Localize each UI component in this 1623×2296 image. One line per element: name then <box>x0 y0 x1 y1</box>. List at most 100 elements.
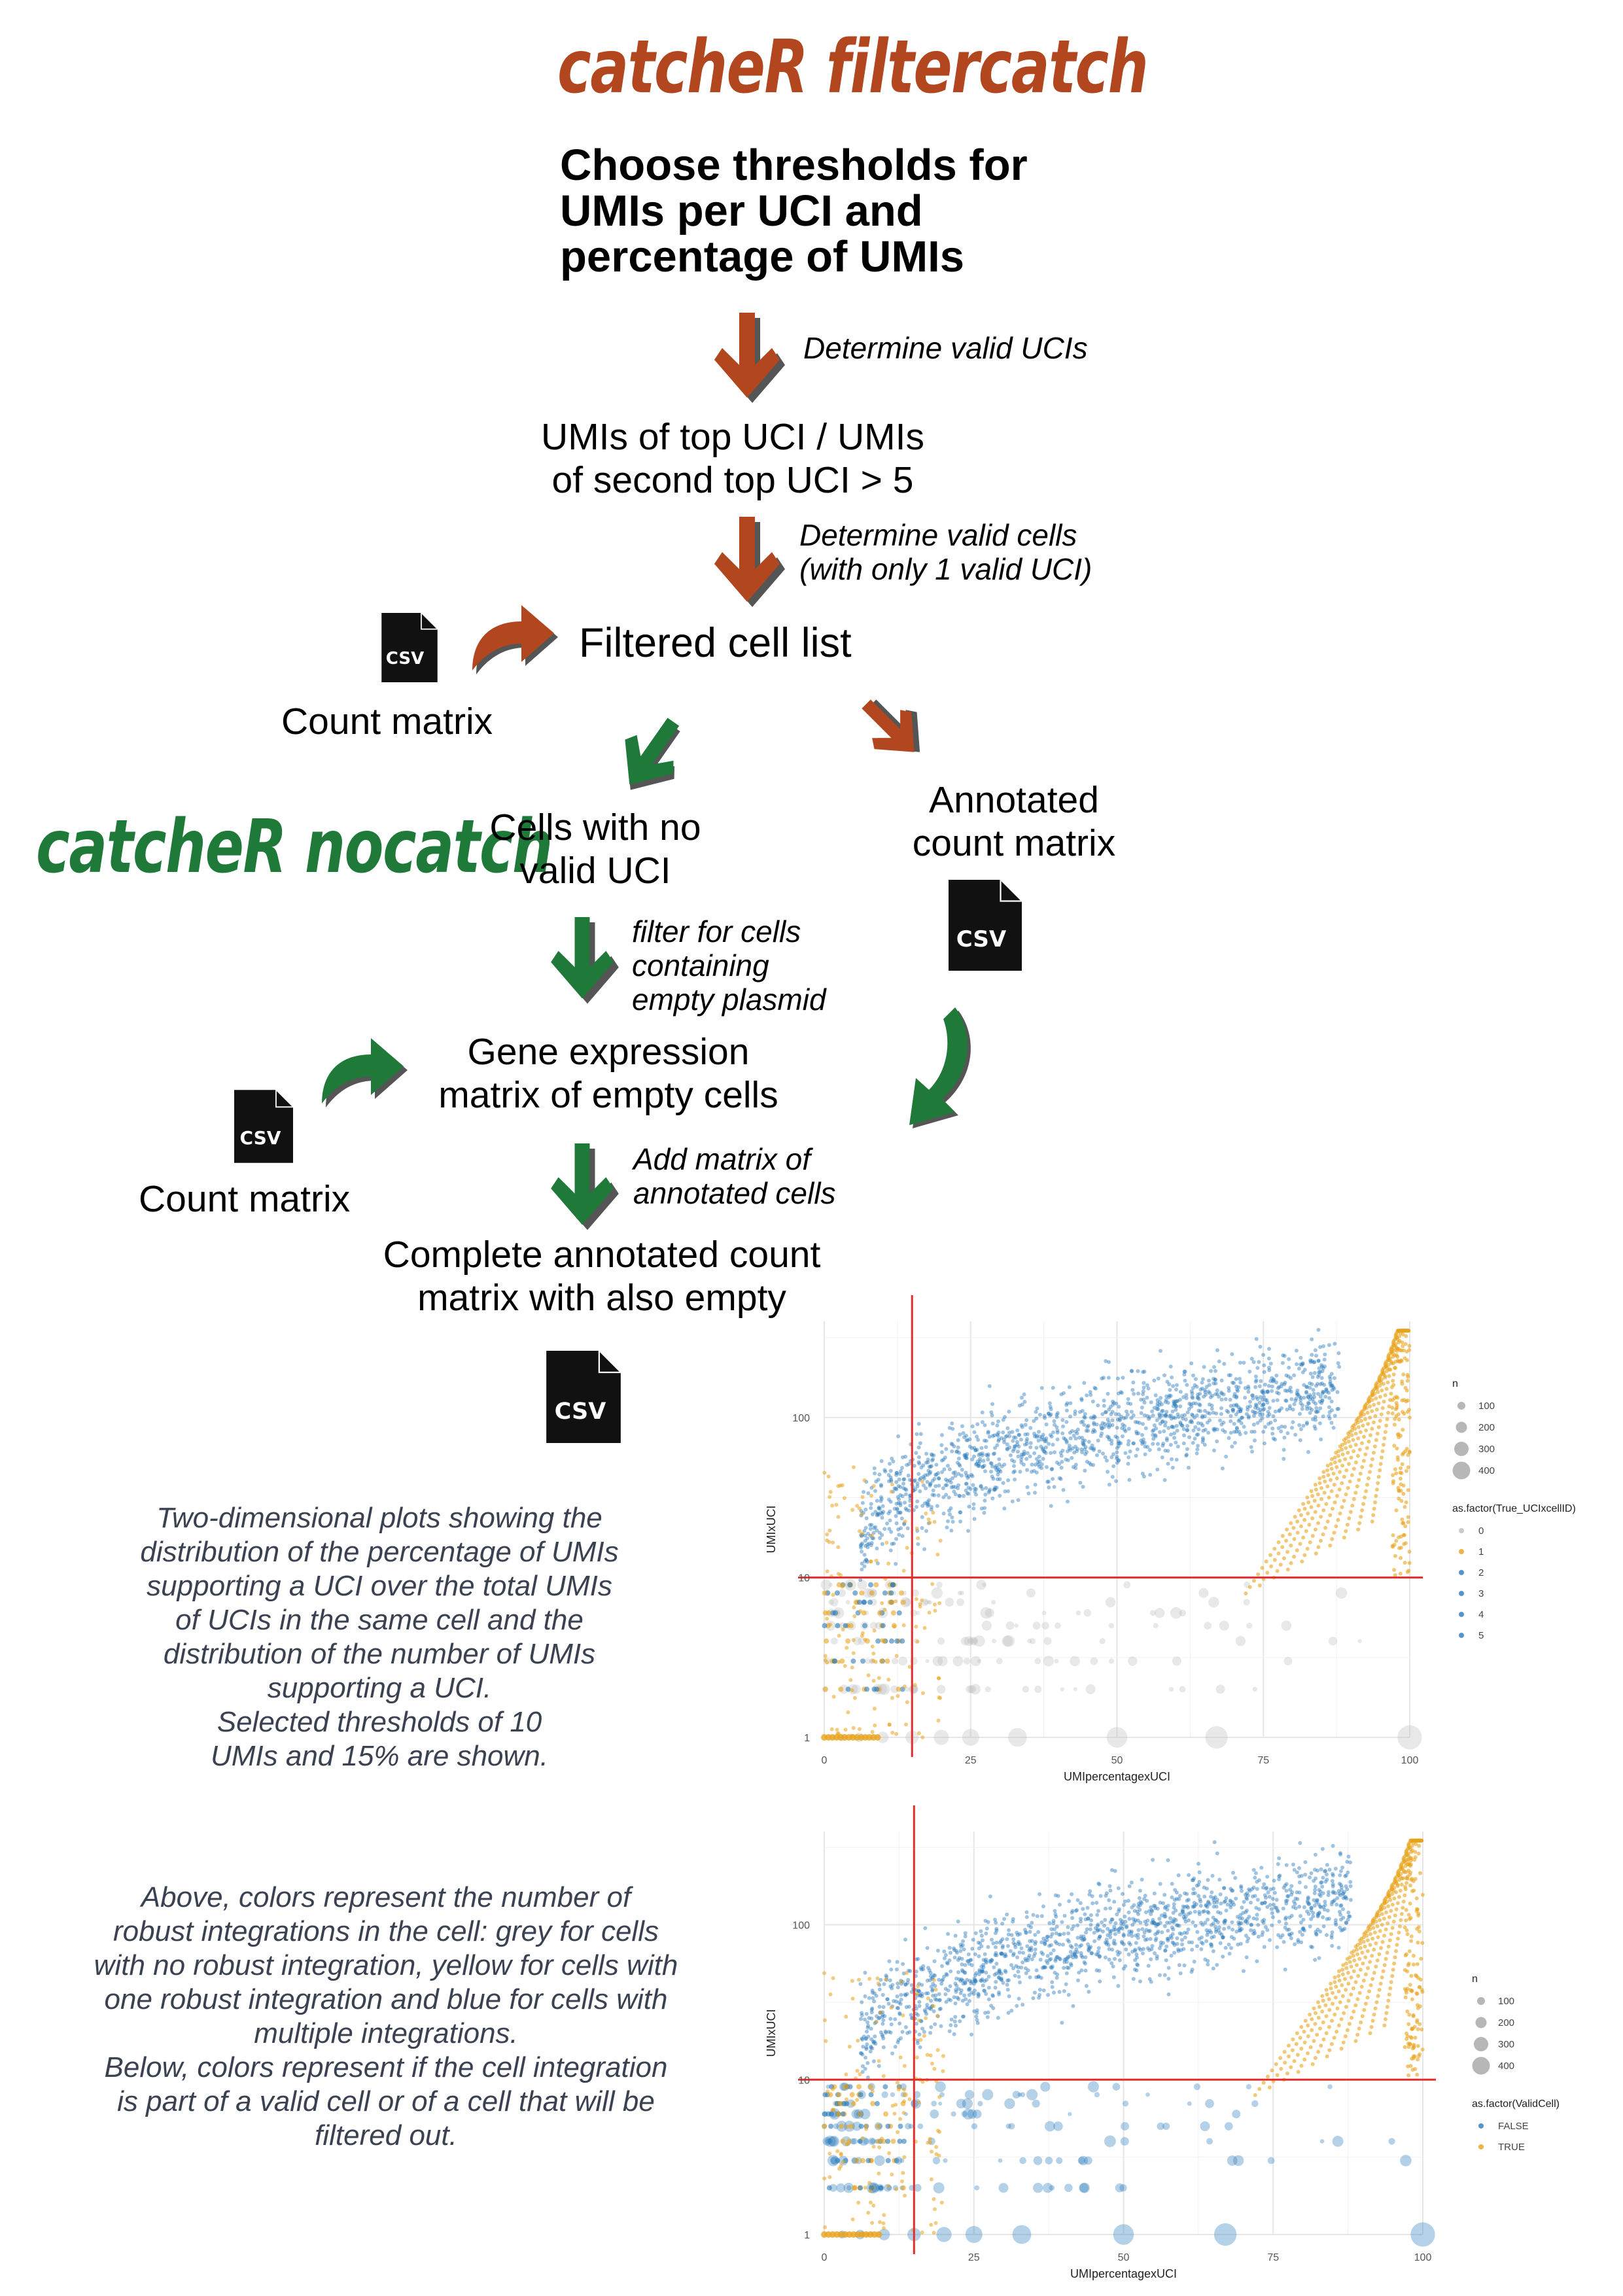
data-point <box>1265 1928 1270 1932</box>
data-point <box>1283 1425 1287 1429</box>
data-point <box>1229 1373 1232 1378</box>
data-point <box>1165 1936 1170 1941</box>
data-point <box>1420 1988 1424 1992</box>
data-point <box>1107 1437 1111 1442</box>
data-point <box>1283 1925 1287 1930</box>
data-point <box>866 2210 871 2215</box>
data-point <box>1291 1420 1295 1425</box>
data-point <box>986 1429 990 1434</box>
data-point <box>956 1997 961 2001</box>
data-point <box>1234 1896 1238 1901</box>
data-point <box>1319 1881 1323 1885</box>
data-point <box>1078 1901 1083 1905</box>
data-point <box>949 1969 953 1974</box>
data-point <box>1017 1996 1021 2001</box>
data-point <box>888 2030 893 2035</box>
data-point <box>879 1977 883 1982</box>
data-point <box>1253 1875 1257 1880</box>
data-point <box>1048 1413 1053 1418</box>
data-point <box>875 1513 879 1518</box>
data-point <box>942 1974 947 1979</box>
data-point <box>984 1992 988 1996</box>
data-point <box>1311 1914 1316 1919</box>
step-line: filter for cells <box>632 914 801 948</box>
data-point <box>1321 1414 1325 1419</box>
data-point <box>1336 1449 1341 1453</box>
data-point <box>890 1730 895 1735</box>
data-point <box>1265 1571 1270 1575</box>
data-point <box>1383 1376 1387 1380</box>
data-point <box>1370 1409 1374 1414</box>
data-point <box>1310 2017 1314 2021</box>
data-point <box>859 2017 863 2021</box>
data-point <box>949 2017 954 2022</box>
data-point <box>1342 1890 1347 1894</box>
data-point <box>924 1461 928 1465</box>
data-point <box>881 1504 885 1508</box>
data-point <box>1228 1898 1232 1903</box>
data-point <box>1133 1918 1138 1922</box>
data-point <box>1166 1449 1170 1453</box>
data-point <box>1055 1924 1059 1929</box>
data-point <box>846 2185 852 2191</box>
data-point <box>1050 1985 1055 1989</box>
data-point <box>840 2138 846 2144</box>
data-point <box>963 1455 968 1459</box>
data-point <box>1324 1387 1329 1391</box>
data-point <box>1066 1955 1070 1959</box>
data-point <box>1327 1997 1331 2002</box>
data-point <box>949 1998 953 2002</box>
data-point <box>961 1939 965 1943</box>
data-point <box>870 2089 875 2093</box>
x-tick-label: 75 <box>1257 1755 1269 1766</box>
data-point <box>939 2200 944 2205</box>
data-point <box>1352 2009 1356 2014</box>
y-tick-label: 10 <box>798 2075 810 2086</box>
data-point <box>1299 1940 1304 1945</box>
data-point <box>1053 1423 1057 1427</box>
data-point <box>1272 1902 1276 1907</box>
data-point <box>1109 1438 1114 1443</box>
data-point <box>1034 1410 1038 1414</box>
data-point <box>1260 1901 1265 1905</box>
data-point <box>1172 1902 1176 1906</box>
data-point <box>891 1459 896 1464</box>
data-point <box>1246 1416 1251 1420</box>
x-tick-label: 50 <box>1118 2252 1130 2263</box>
data-point <box>1316 1503 1321 1508</box>
data-point <box>916 1957 920 1961</box>
data-point <box>994 1468 999 1472</box>
data-point <box>937 1656 948 1667</box>
data-point <box>1160 1402 1164 1406</box>
data-point <box>1060 1459 1064 1464</box>
data-point <box>1142 1413 1147 1418</box>
data-point <box>1019 1460 1024 1465</box>
data-point <box>1193 1909 1197 1914</box>
data-point <box>873 1510 878 1514</box>
data-point <box>889 1529 894 1534</box>
data-point <box>974 1492 978 1497</box>
data-point <box>1342 1926 1347 1931</box>
data-point <box>1079 1447 1084 1452</box>
data-point <box>885 1997 890 2002</box>
data-point <box>852 1605 856 1610</box>
data-point <box>1083 1912 1087 1917</box>
data-point <box>1410 2026 1414 2031</box>
data-point <box>918 1966 923 1970</box>
data-point <box>1245 1891 1249 1896</box>
data-point <box>843 2182 854 2193</box>
data-point <box>898 1590 904 1596</box>
data-point <box>1336 1518 1340 1522</box>
data-point <box>913 1487 918 1491</box>
data-point <box>1038 1412 1042 1417</box>
data-point <box>1399 1466 1403 1470</box>
data-point <box>1352 1969 1356 1974</box>
data-point <box>882 1590 888 1596</box>
data-point <box>1157 1917 1162 1921</box>
data-point <box>861 1610 867 1616</box>
data-point <box>1131 1977 1136 1981</box>
data-point <box>1102 1376 1106 1380</box>
data-point <box>1308 1540 1312 1544</box>
data-point <box>1062 1436 1066 1440</box>
data-point <box>1129 1880 1134 1885</box>
